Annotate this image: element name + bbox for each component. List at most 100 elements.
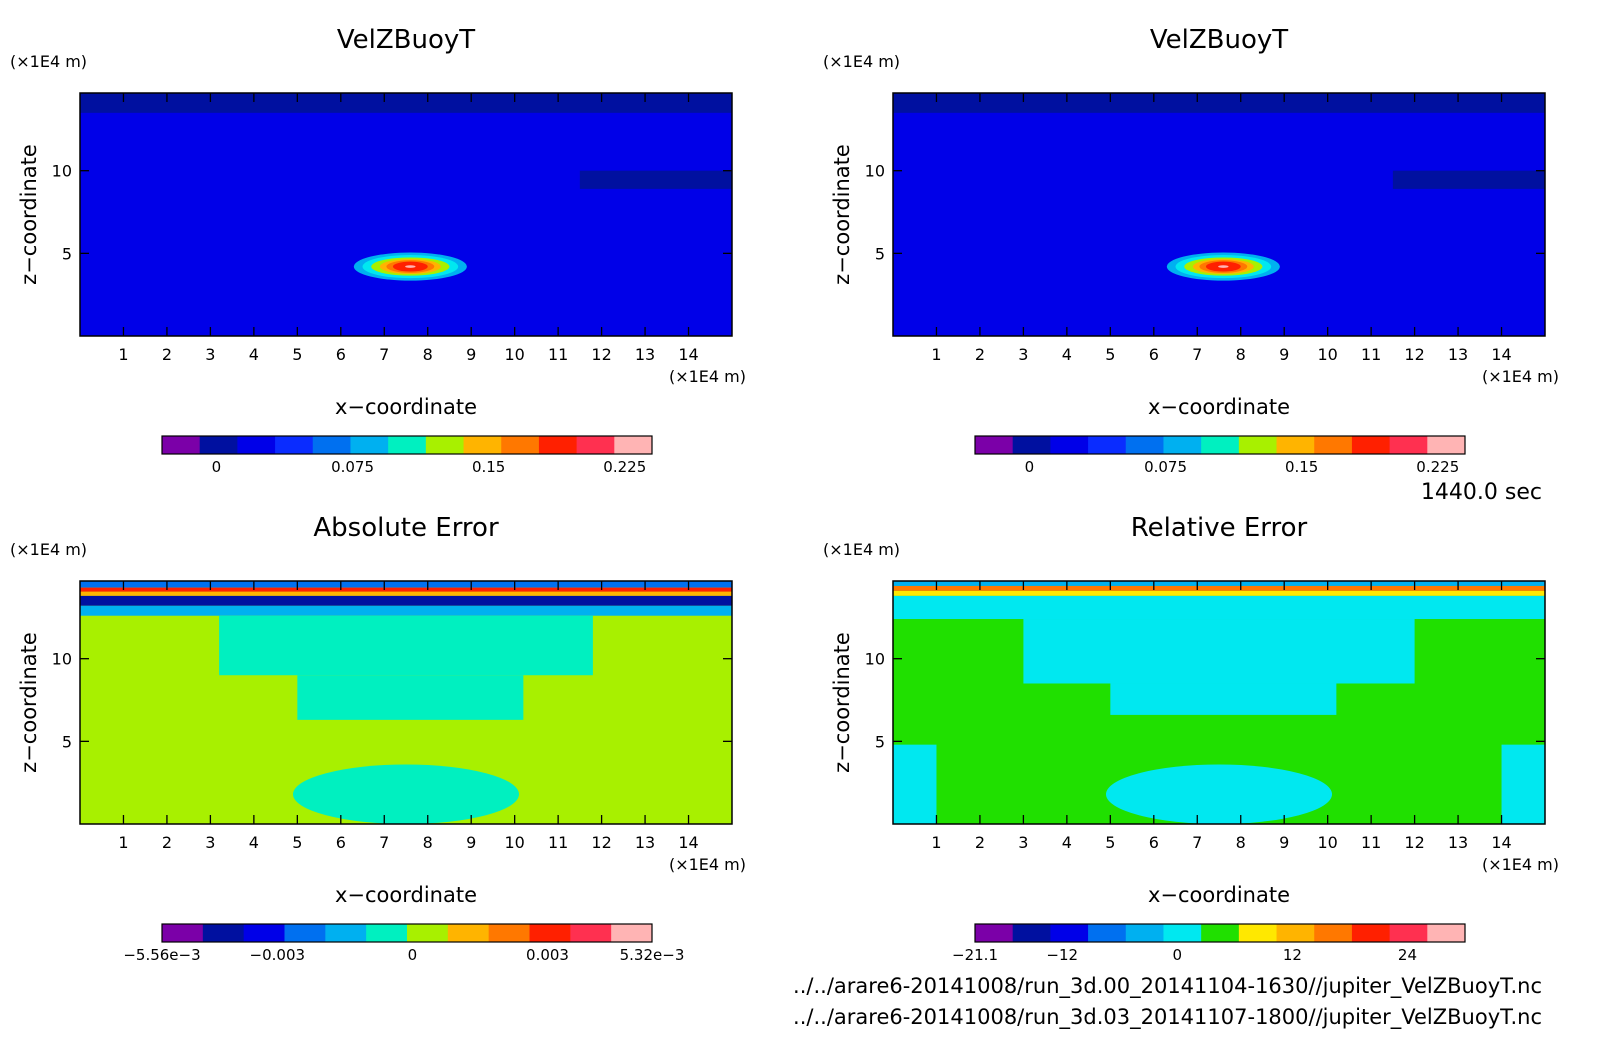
x-tick-label: 9 bbox=[1279, 345, 1289, 364]
contour-band bbox=[1501, 744, 1545, 824]
x-unit-label: (×1E4 m) bbox=[1482, 855, 1559, 874]
colorbar-swatch bbox=[1314, 436, 1353, 454]
colorbar-tick-label: −0.003 bbox=[250, 946, 306, 964]
colorbar-frame bbox=[161, 435, 653, 455]
colorbar-swatch bbox=[366, 924, 408, 942]
y-tick-label: 5 bbox=[62, 732, 72, 751]
contour-blob bbox=[1105, 764, 1333, 824]
x-axis-label: x−coordinate bbox=[335, 883, 477, 907]
x-tick-label: 10 bbox=[1317, 833, 1337, 852]
contour-band bbox=[80, 591, 732, 596]
x-tick-label: 3 bbox=[1018, 833, 1028, 852]
y-tick-label: 5 bbox=[62, 244, 72, 263]
colorbar-swatch bbox=[162, 436, 201, 454]
x-tick-label: 13 bbox=[1448, 345, 1468, 364]
x-tick-label: 10 bbox=[504, 345, 524, 364]
colorbar-swatch bbox=[1125, 924, 1164, 942]
colorbar-tick-label: −12 bbox=[1046, 946, 1078, 964]
contour-field bbox=[80, 93, 732, 336]
colorbar-swatch bbox=[1389, 436, 1428, 454]
plume-contour bbox=[405, 265, 416, 268]
colorbar-swatch bbox=[1238, 924, 1278, 942]
panel-title: Relative Error bbox=[1131, 513, 1308, 543]
plot-frame bbox=[79, 580, 733, 825]
y-tick-label: 5 bbox=[875, 244, 885, 263]
x-tick-label: 14 bbox=[678, 345, 698, 364]
contour-band bbox=[893, 581, 1545, 586]
x-tick-label: 2 bbox=[975, 833, 985, 852]
colorbar-tick-label: 0.003 bbox=[526, 946, 569, 964]
contour-band bbox=[1023, 619, 1415, 684]
file-path-1: ../../arare6-20141008/run_3d.00_20141104… bbox=[793, 974, 1542, 999]
colorbar-swatch bbox=[1050, 924, 1089, 942]
x-tick-label: 2 bbox=[162, 345, 172, 364]
contour-band bbox=[893, 590, 1545, 596]
colorbar-swatch bbox=[1050, 436, 1089, 454]
x-tick-label: 1 bbox=[118, 833, 128, 852]
colorbar-tick-label: 0 bbox=[212, 458, 222, 476]
field-background bbox=[893, 93, 1545, 336]
x-tick-label: 14 bbox=[1491, 833, 1511, 852]
colorbar-swatch bbox=[488, 924, 530, 942]
x-tick-label: 8 bbox=[1236, 833, 1246, 852]
colorbar-swatch bbox=[275, 436, 314, 454]
field-background bbox=[80, 93, 732, 336]
colorbar-swatch bbox=[975, 436, 1014, 454]
colorbar-tick-label: 0.075 bbox=[331, 458, 374, 476]
colorbar-tick-label: 12 bbox=[1283, 946, 1302, 964]
y-tick-label: 5 bbox=[875, 732, 885, 751]
colorbar-tick-label: 0.15 bbox=[472, 458, 505, 476]
colorbar-swatch bbox=[284, 924, 326, 942]
colorbar-swatch bbox=[237, 436, 276, 454]
contour-blob bbox=[292, 764, 520, 824]
x-axis-label: x−coordinate bbox=[1148, 883, 1290, 907]
colorbar-swatch bbox=[1276, 436, 1315, 454]
colorbar-swatch bbox=[1088, 436, 1127, 454]
time-label: 1440.0 sec bbox=[1421, 480, 1542, 505]
y-tick-label: 10 bbox=[52, 162, 72, 181]
x-tick-label: 12 bbox=[1404, 833, 1424, 852]
colorbar-swatch bbox=[576, 436, 615, 454]
colorbar-swatch bbox=[1351, 924, 1391, 942]
y-tick-label: 10 bbox=[865, 162, 885, 181]
contour-band bbox=[579, 170, 732, 189]
x-unit-label: (×1E4 m) bbox=[669, 367, 746, 386]
y-unit-label: (×1E4 m) bbox=[10, 52, 87, 71]
x-tick-label: 1 bbox=[931, 833, 941, 852]
x-tick-label: 4 bbox=[249, 345, 259, 364]
x-tick-label: 10 bbox=[1317, 345, 1337, 364]
colorbar-swatch bbox=[614, 436, 653, 454]
contour-band bbox=[80, 605, 732, 616]
colorbar-swatch bbox=[611, 924, 653, 942]
colorbar-swatch bbox=[975, 924, 1014, 942]
colorbar-swatch bbox=[243, 924, 285, 942]
x-tick-label: 14 bbox=[1491, 345, 1511, 364]
colorbar-swatch bbox=[1201, 436, 1240, 454]
colorbar-swatch bbox=[1276, 924, 1315, 942]
panel-title: Absolute Error bbox=[313, 513, 499, 543]
colorbar-tick-label: 0.075 bbox=[1144, 458, 1187, 476]
plume-contour bbox=[1218, 265, 1229, 268]
panel-title: VelZBuoyT bbox=[337, 25, 475, 55]
contour-band bbox=[893, 595, 1545, 620]
x-tick-label: 13 bbox=[635, 345, 655, 364]
x-tick-label: 5 bbox=[1105, 345, 1115, 364]
colorbar-swatch bbox=[1012, 924, 1051, 942]
x-tick-label: 6 bbox=[336, 833, 346, 852]
colorbar-swatch bbox=[312, 436, 351, 454]
colorbar-swatch bbox=[199, 436, 238, 454]
colorbar-tick-label: −21.1 bbox=[952, 946, 998, 964]
colorbar-swatch bbox=[325, 924, 367, 942]
x-tick-label: 7 bbox=[379, 345, 389, 364]
x-tick-label: 13 bbox=[635, 833, 655, 852]
contour-band bbox=[893, 744, 937, 824]
x-axis-label: x−coordinate bbox=[1148, 395, 1290, 419]
y-unit-label: (×1E4 m) bbox=[823, 52, 900, 71]
x-tick-label: 2 bbox=[162, 833, 172, 852]
colorbar-frame bbox=[974, 923, 1466, 943]
x-tick-label: 10 bbox=[504, 833, 524, 852]
colorbar: −21.1 −12 0 12 24 bbox=[952, 923, 1466, 964]
